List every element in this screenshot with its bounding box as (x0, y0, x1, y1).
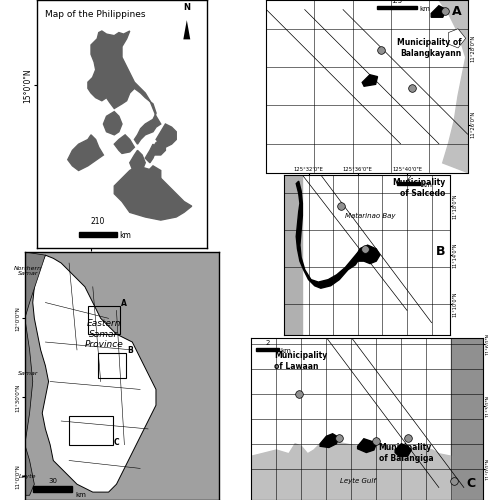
Polygon shape (355, 245, 379, 264)
Text: Leyte: Leyte (19, 474, 37, 479)
Polygon shape (33, 255, 156, 492)
Text: N: N (183, 4, 190, 13)
Bar (88, 306, 120, 334)
Text: C: C (113, 438, 119, 446)
Polygon shape (438, 0, 467, 172)
Polygon shape (284, 175, 302, 335)
Polygon shape (450, 338, 482, 500)
Text: A: A (121, 298, 127, 308)
Polygon shape (129, 150, 145, 175)
Polygon shape (296, 181, 363, 288)
Text: A: A (451, 5, 461, 18)
Text: 210: 210 (91, 218, 105, 226)
Bar (97, 353, 126, 378)
Polygon shape (430, 6, 446, 17)
Text: 1.5: 1.5 (391, 0, 402, 4)
Text: 2: 2 (406, 174, 410, 180)
Polygon shape (357, 439, 376, 452)
Bar (69, 416, 113, 444)
Polygon shape (88, 31, 161, 144)
Bar (396, 182, 419, 184)
Polygon shape (114, 166, 191, 220)
Text: 30: 30 (48, 478, 57, 484)
Polygon shape (25, 444, 34, 496)
Polygon shape (251, 441, 450, 500)
Text: Municipality
of Lawaan: Municipality of Lawaan (274, 350, 327, 370)
Polygon shape (103, 112, 122, 135)
Text: Northern
Samar: Northern Samar (14, 266, 42, 276)
Text: Eastern
Samar
Province: Eastern Samar Province (84, 319, 123, 349)
Text: Matarinao Bay: Matarinao Bay (344, 212, 394, 218)
Bar (33, 486, 72, 492)
Polygon shape (145, 144, 156, 163)
Polygon shape (25, 252, 45, 318)
Polygon shape (394, 444, 410, 456)
Polygon shape (156, 124, 176, 147)
Polygon shape (114, 135, 134, 154)
Text: km: km (421, 182, 431, 188)
Text: C: C (466, 477, 475, 490)
Text: km: km (280, 348, 291, 354)
Text: Municipality of
Balangkayann: Municipality of Balangkayann (396, 38, 461, 58)
Polygon shape (362, 74, 377, 86)
Text: Leyte Gulf: Leyte Gulf (339, 478, 375, 484)
Bar (79, 232, 117, 237)
Text: Municipality
of Balangiga: Municipality of Balangiga (378, 443, 432, 463)
Bar (376, 6, 416, 8)
Polygon shape (447, 28, 465, 48)
Text: 2: 2 (265, 340, 269, 346)
Text: km: km (418, 6, 429, 12)
Text: Municipality
of Salcedo: Municipality of Salcedo (391, 178, 444, 199)
Polygon shape (251, 456, 482, 500)
Text: km: km (75, 492, 86, 498)
Text: Map of the Philippines: Map of the Philippines (45, 10, 145, 19)
Text: B: B (435, 246, 444, 258)
Polygon shape (148, 166, 161, 178)
Text: km: km (119, 231, 130, 240)
Polygon shape (68, 135, 103, 170)
Text: B: B (127, 346, 133, 355)
Text: Samar: Samar (18, 371, 38, 376)
Polygon shape (25, 318, 33, 444)
Polygon shape (153, 140, 165, 155)
Polygon shape (320, 434, 338, 448)
Bar (256, 348, 279, 350)
